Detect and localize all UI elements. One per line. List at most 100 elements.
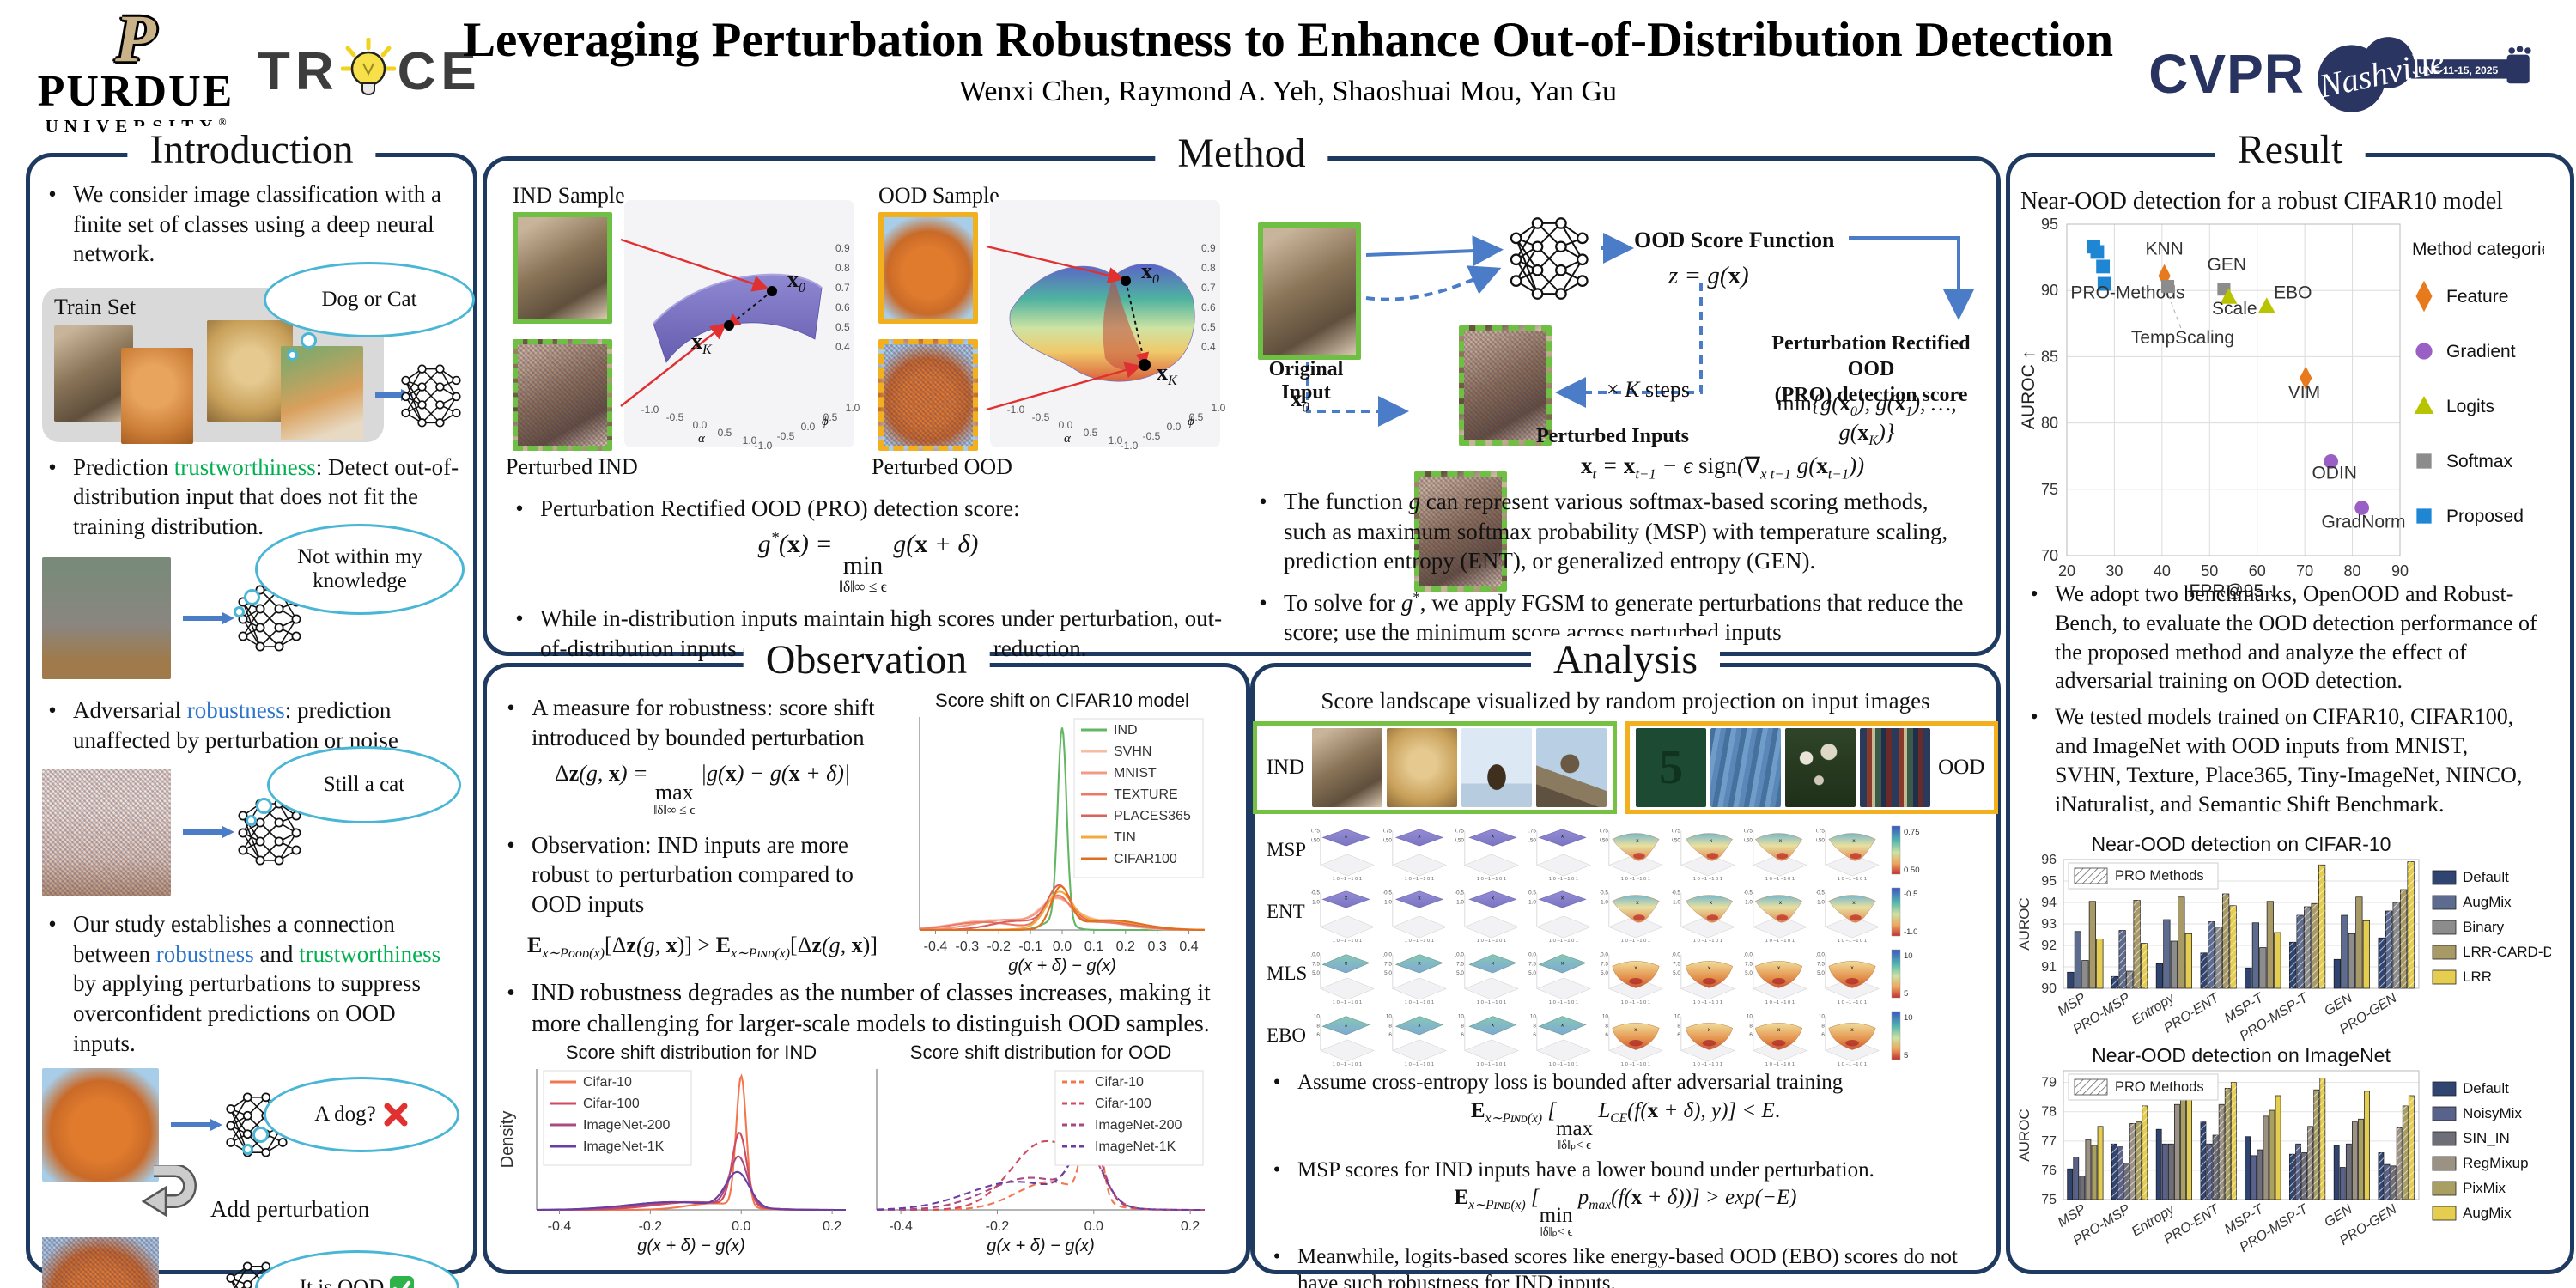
svg-text:6: 6 xyxy=(1388,1032,1392,1038)
perturbed-ood-label: Perturbed OOD xyxy=(872,454,1012,479)
svg-text:1 0 −1 −1 0 1: 1 0 −1 −1 0 1 xyxy=(1549,877,1578,881)
analysis-title: Analysis xyxy=(1531,636,1720,683)
svg-text:GEN: GEN xyxy=(2322,991,2355,1019)
cvpr-dates: JUNE 11-15, 2025 xyxy=(2412,64,2498,76)
svg-text:0.4: 0.4 xyxy=(1201,341,1216,353)
svg-text:x: x xyxy=(1850,1027,1854,1033)
svg-text:10: 10 xyxy=(1314,1014,1321,1020)
mini-surface-ood: -0.5 -1.0 x 1 0 −1 −1 0 1 xyxy=(1816,890,1880,943)
svg-text:CIFAR100: CIFAR100 xyxy=(1114,852,1177,866)
svg-text:5.0: 5.0 xyxy=(1312,970,1320,976)
ind-deer-photo xyxy=(1461,728,1533,807)
svg-text:0.5: 0.5 xyxy=(1084,427,1098,439)
svg-text:5.0: 5.0 xyxy=(1601,970,1608,976)
svg-text:Near-OOD detection on CIFAR-10: Near-OOD detection on CIFAR-10 xyxy=(2092,834,2391,855)
trace-text-right: CE xyxy=(397,41,482,101)
svg-text:10: 10 xyxy=(1602,1014,1609,1020)
svg-text:8: 8 xyxy=(1749,1023,1753,1029)
near-ood-scatter-chart: Near-OOD detection for a robust CIFAR10 … xyxy=(2019,183,2566,606)
svg-text:EBO: EBO xyxy=(2274,283,2312,302)
svg-text:8: 8 xyxy=(1461,1023,1464,1029)
ind-cat-photo xyxy=(1312,728,1383,807)
svg-text:0.1: 0.1 xyxy=(1084,939,1103,954)
svg-text:x: x xyxy=(1418,1022,1421,1028)
perturbed-ind-label: Perturbed IND xyxy=(506,454,638,479)
svg-text:PLACES365: PLACES365 xyxy=(1114,809,1191,823)
svg-text:70: 70 xyxy=(2041,547,2058,564)
svg-text:5.0: 5.0 xyxy=(1528,970,1536,976)
panel-observation: Observation • A measure for robustness: s… xyxy=(483,636,1250,1274)
introduction-title: Introduction xyxy=(127,126,376,173)
svg-text:5.0: 5.0 xyxy=(1384,970,1392,976)
svg-text:0.0: 0.0 xyxy=(693,419,708,431)
svg-text:1 0 −1 −1 0 1: 1 0 −1 −1 0 1 xyxy=(1477,1000,1506,1005)
phi-axis-label: ϕ xyxy=(1188,415,1194,428)
svg-text:x: x xyxy=(1710,838,1713,844)
score-landscape-grid: MSP 0.75 0.50 x 1 0 −1 −1 0 1 0.75 0.50 x 1 0 −1… xyxy=(1267,819,1984,1066)
svg-text:GradNorm: GradNorm xyxy=(2322,513,2406,532)
svg-text:0.5: 0.5 xyxy=(835,321,850,333)
svg-text:-0.1: -0.1 xyxy=(1018,939,1042,954)
ind-group-label: IND xyxy=(1266,756,1305,779)
svg-text:-0.5: -0.5 xyxy=(1744,890,1753,896)
green-check-icon xyxy=(390,1276,415,1288)
svg-text:x: x xyxy=(1345,960,1348,966)
svg-text:5: 5 xyxy=(1904,1051,1908,1060)
svg-text:8: 8 xyxy=(1388,1023,1392,1029)
svg-text:Default: Default xyxy=(2463,869,2509,885)
svg-text:79: 79 xyxy=(2041,1076,2057,1091)
svg-text:Density: Density xyxy=(499,1111,517,1169)
svg-text:1 0 −1 −1 0 1: 1 0 −1 −1 0 1 xyxy=(1621,1062,1650,1066)
purdue-p-icon: P xyxy=(115,1,156,76)
ood-group-label: OOD xyxy=(1938,756,1985,779)
svg-text:6: 6 xyxy=(1677,1032,1680,1038)
svg-text:0.8: 0.8 xyxy=(835,262,850,274)
svg-text:1 0 −1 −1 0 1: 1 0 −1 −1 0 1 xyxy=(1477,1062,1506,1066)
panel-analysis: Analysis Score landscape visualized by r… xyxy=(1250,636,2001,1288)
noisy-cat-figure: Still a cat xyxy=(42,746,461,904)
svg-text:5: 5 xyxy=(1904,989,1908,999)
svg-text:8: 8 xyxy=(1533,1023,1536,1029)
mini-surface-ind: -0.5 -1.0 x 1 0 −1 −1 0 1 xyxy=(1455,890,1519,943)
svg-text:10.0: 10.0 xyxy=(1383,952,1392,958)
svg-text:10: 10 xyxy=(1904,1013,1913,1023)
svg-text:x: x xyxy=(1492,960,1495,966)
svg-text:x: x xyxy=(1708,965,1711,971)
svg-text:1 0 −1 −1 0 1: 1 0 −1 −1 0 1 xyxy=(1693,877,1722,881)
intro-bullet-4: • Our study establishes a connection betw… xyxy=(48,911,441,1056)
svg-text:1 0 −1 −1 0 1: 1 0 −1 −1 0 1 xyxy=(1693,1062,1722,1066)
scatter-title: Near-OOD detection for a robust CIFAR10 … xyxy=(2020,188,2503,215)
svg-text:LRR: LRR xyxy=(2463,969,2492,985)
svg-text:x: x xyxy=(1492,833,1495,839)
xk-point-label: xK xyxy=(1157,360,1177,389)
svg-text:10.0: 10.0 xyxy=(1600,952,1608,958)
svg-text:x: x xyxy=(1561,833,1564,839)
thought-cloud-a-dog: A dog? xyxy=(242,1077,459,1156)
svg-text:0.50: 0.50 xyxy=(1744,837,1753,843)
guitar-icon: Nashville JUNE 11-15, 2025 xyxy=(2315,37,2531,112)
svg-text:1 0 −1 −1 0 1: 1 0 −1 −1 0 1 xyxy=(1838,1062,1867,1066)
ood-knit-photo xyxy=(1710,728,1782,807)
svg-text:Cifar-10: Cifar-10 xyxy=(1095,1075,1144,1090)
train-set-label: Train Set xyxy=(54,294,137,319)
svg-text:7.5: 7.5 xyxy=(1456,961,1464,967)
svg-text:10: 10 xyxy=(1819,1014,1826,1020)
svg-text:6: 6 xyxy=(1821,1032,1825,1038)
svg-text:50: 50 xyxy=(2201,562,2218,580)
svg-text:ImageNet-1K: ImageNet-1K xyxy=(1095,1139,1176,1154)
svg-text:0.75: 0.75 xyxy=(1383,829,1392,835)
svg-text:-0.5: -0.5 xyxy=(1904,890,1917,899)
fox-photo xyxy=(42,1068,159,1182)
svg-text:-0.5: -0.5 xyxy=(1383,890,1392,896)
svg-text:x: x xyxy=(1636,900,1639,906)
svg-text:92: 92 xyxy=(2041,939,2057,953)
landscape-row-MSP: MSP 0.75 0.50 x 1 0 −1 −1 0 1 0.75 0.50 x 1 0 −1… xyxy=(1267,819,1984,881)
svg-text:7.5: 7.5 xyxy=(1601,961,1608,967)
svg-text:77: 77 xyxy=(2041,1134,2057,1149)
dog-photo-2 xyxy=(281,345,363,440)
svg-text:1 0 −1 −1 0 1: 1 0 −1 −1 0 1 xyxy=(1333,939,1362,943)
svg-text:Cifar-100: Cifar-100 xyxy=(583,1097,640,1111)
thought-cloud-still-cat: Still a cat xyxy=(246,746,461,827)
mini-surface-ind: 10 8 6 x 1 0 −1 −1 0 1 xyxy=(1386,1014,1447,1066)
